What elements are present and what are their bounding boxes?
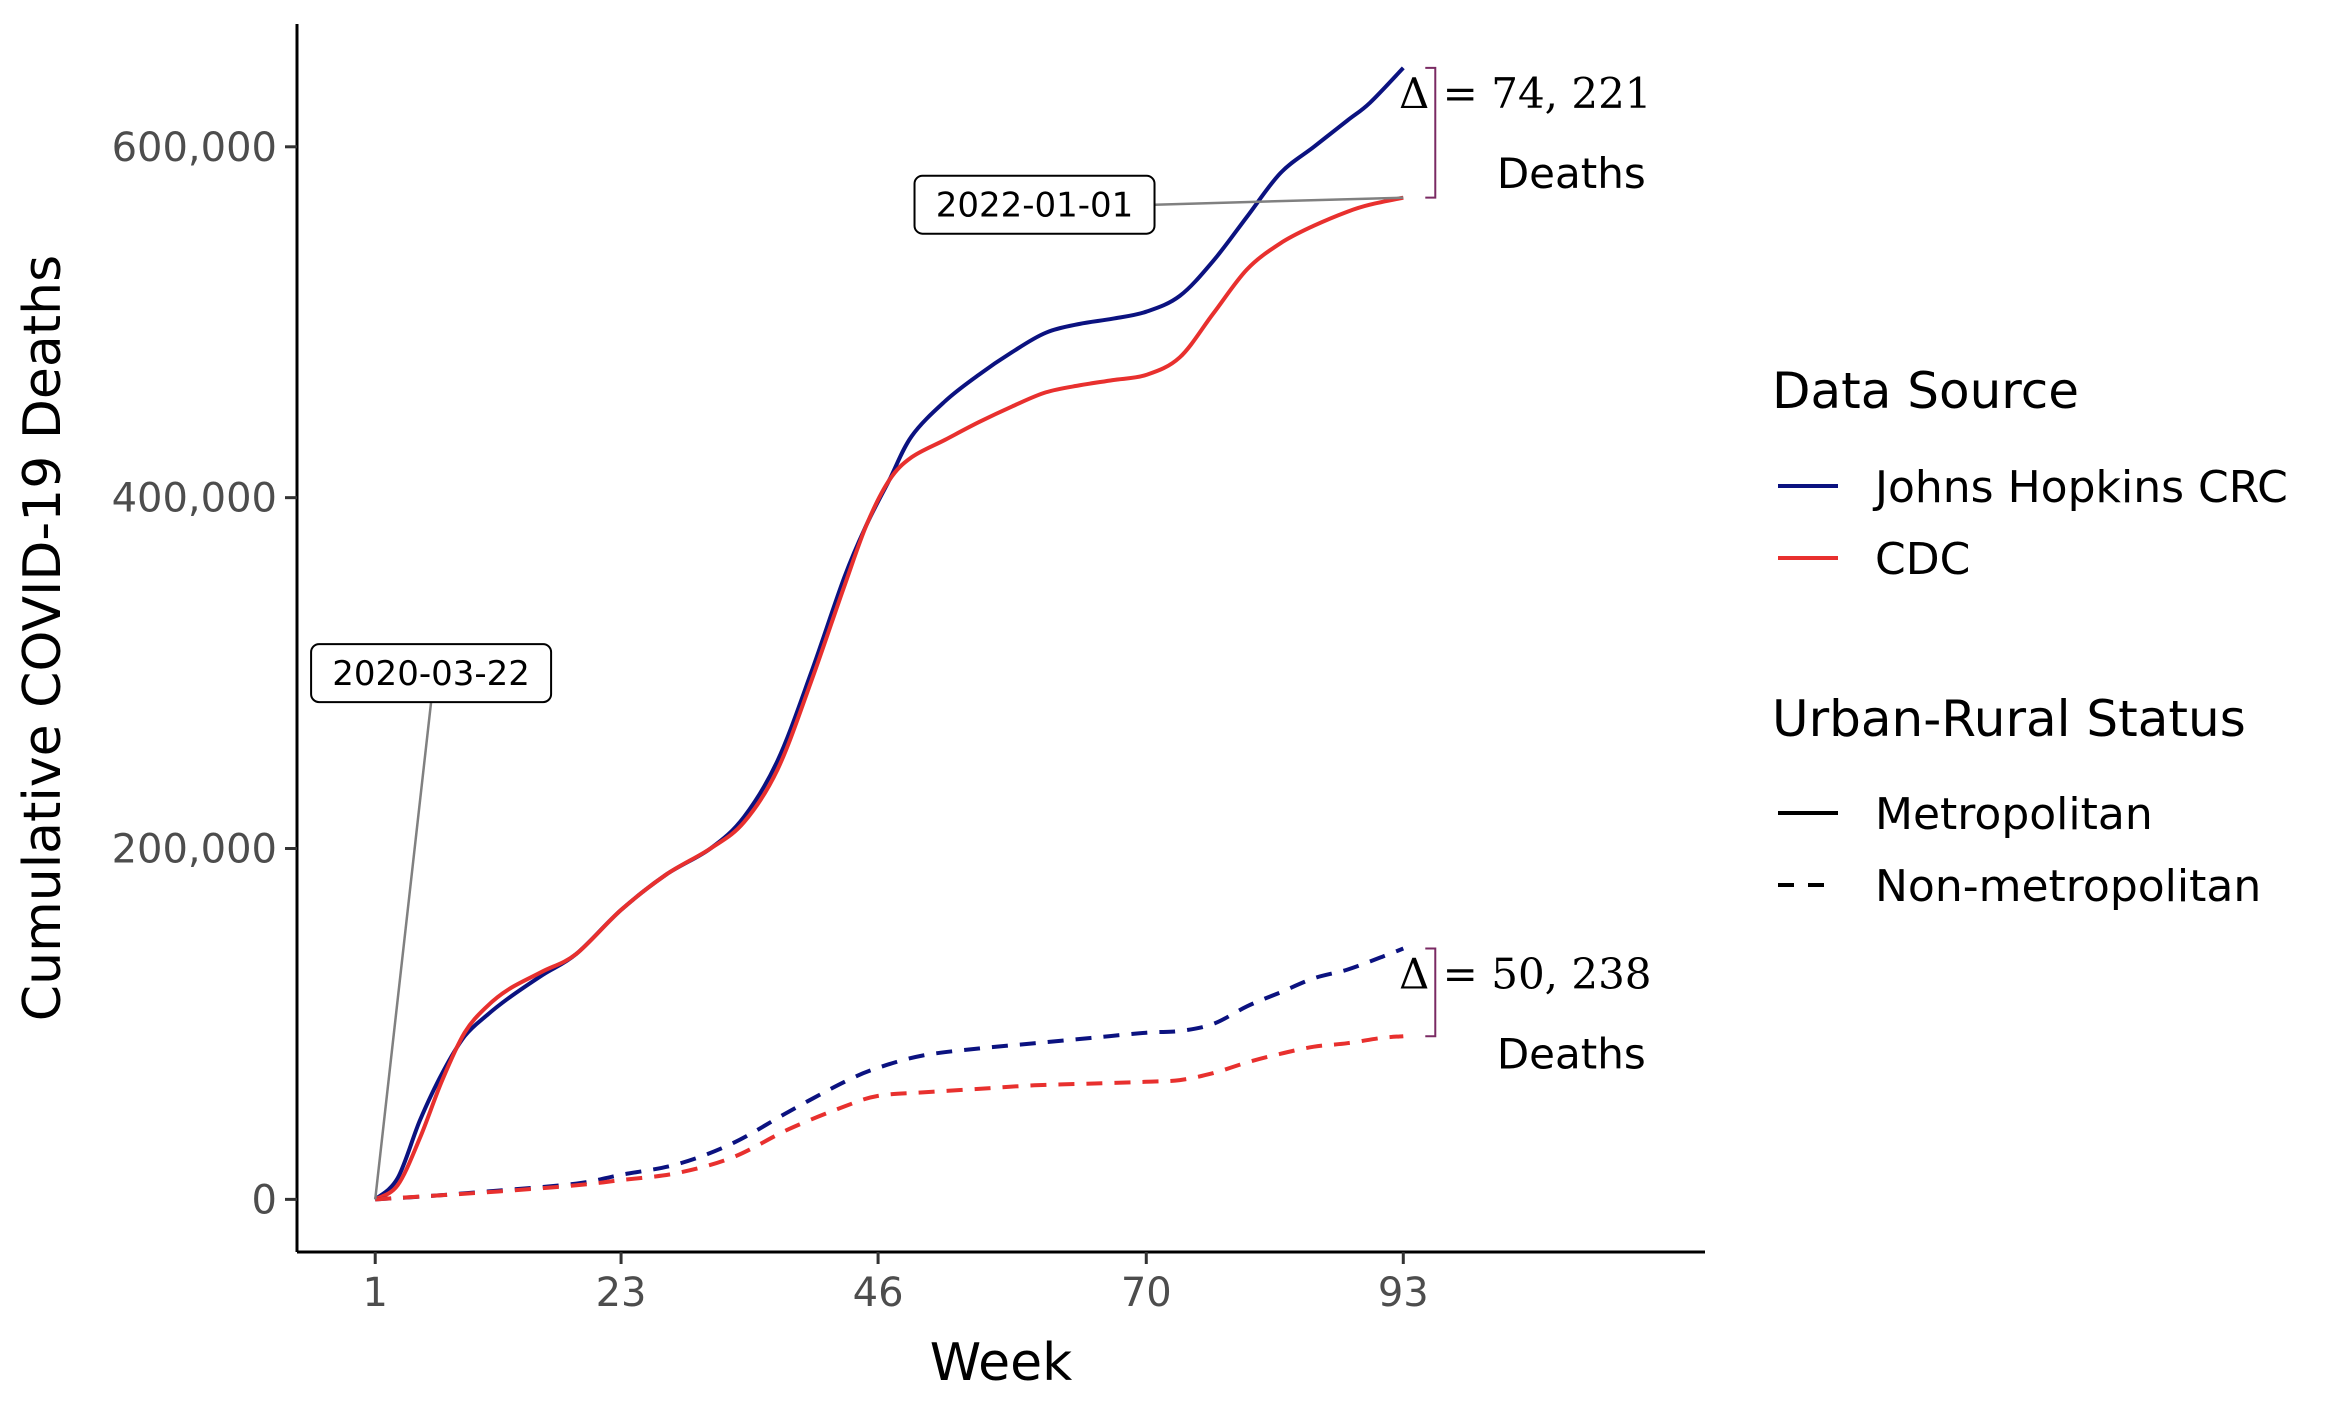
axis-ticks: 1 23 46 70 93 0 200,000 400,000 600,000 [112,125,1429,1316]
difference-unit: Deaths [1497,1030,1646,1079]
plot-annotations: 2020-03-22 2022-01-01 Δ = 74, 221 Deaths Δ =… [310,66,1652,1200]
y-tick-label: 600,000 [112,125,277,171]
y-axis-title: Cumulative COVID-19 Deaths [13,255,73,1021]
x-tick-label: 23 [596,1270,647,1316]
x-tick-label: 70 [1121,1270,1172,1316]
x-tick-label: 93 [1378,1270,1429,1316]
y-tick-label: 400,000 [112,476,277,522]
x-tick-label: 46 [853,1270,904,1316]
plot-lines [373,66,1405,1202]
x-axis-title: Week [930,1333,1072,1393]
x-tick-label: 1 [362,1270,387,1316]
legend-label-metropolitan: Metropolitan [1875,789,2153,840]
annotation-box [310,643,553,704]
difference-value: Δ = 74, 221 [1399,69,1652,118]
annotation-label: 2022-01-01 [936,186,1134,226]
difference-value: Δ = 50, 238 [1399,950,1652,999]
difference-bracket [1425,947,1437,1038]
difference-bracket [1425,66,1437,199]
annotation-leader-line [1154,196,1404,206]
legend: Data Source Johns Hopkins CRC CDC Urban-… [1772,362,2288,912]
legend-label-jhu: Johns Hopkins CRC [1872,462,2288,513]
y-tick-label: 200,000 [112,827,277,873]
annotation-box [913,174,1156,235]
series-line-cdc-non-metropolitan [375,1034,1404,1202]
legend-label-cdc: CDC [1875,534,1970,585]
annotation-label: 2020-03-22 [332,654,530,694]
y-tick-label: 0 [252,1177,277,1223]
series-line-johns-hopkins-crc-metropolitan [373,66,1405,1201]
legend-title-data-source: Data Source [1772,362,2079,420]
annotation-leader-line [373,701,433,1200]
legend-label-non-metropolitan: Non-metropolitan [1875,861,2261,912]
difference-unit: Deaths [1497,149,1646,198]
series-line-johns-hopkins-crc-non-metropolitan [375,946,1405,1202]
legend-title-urban-rural: Urban-Rural Status [1772,690,2246,748]
series-line-cdc-metropolitan [374,195,1404,1202]
axes [295,24,1705,1254]
